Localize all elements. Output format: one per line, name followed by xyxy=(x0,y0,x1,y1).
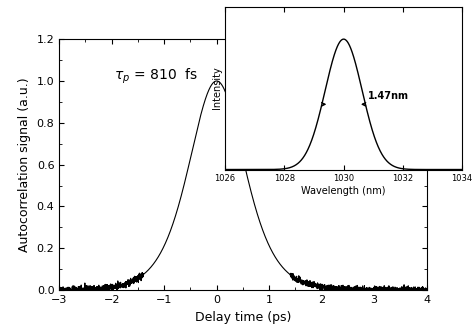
Y-axis label: Intensity: Intensity xyxy=(212,67,222,110)
X-axis label: Delay time (ps): Delay time (ps) xyxy=(195,311,291,324)
Text: $\tau_p$ = 810  fs: $\tau_p$ = 810 fs xyxy=(114,67,199,86)
X-axis label: Wavelength (nm): Wavelength (nm) xyxy=(301,186,386,196)
Y-axis label: Autocorrelation signal (a.u.): Autocorrelation signal (a.u.) xyxy=(18,77,31,252)
Text: 1.47nm: 1.47nm xyxy=(368,92,410,101)
